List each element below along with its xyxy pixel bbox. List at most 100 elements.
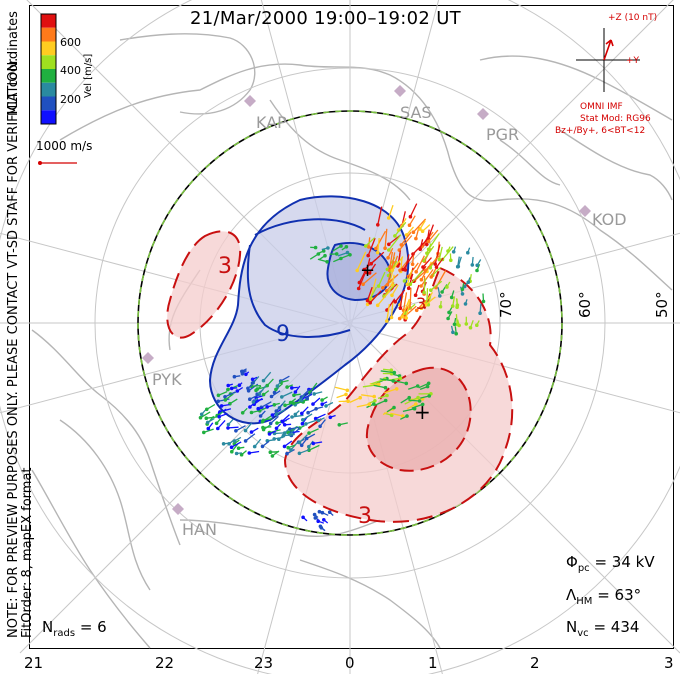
velocity-vector: [248, 383, 259, 392]
velocity-vector: [315, 406, 324, 410]
velocity-vector: [309, 382, 318, 393]
velocity-vector: [356, 403, 370, 408]
velocity-vector: [415, 255, 425, 273]
velocity-vector: [423, 278, 426, 293]
velocity-vector: [293, 393, 301, 396]
velocity-vector: [446, 281, 451, 288]
velocity-vector: [407, 403, 417, 410]
station-pyk: PYK: [152, 370, 182, 389]
velocity-vector: [391, 284, 399, 296]
velocity-vector: [336, 393, 347, 399]
velocity-vector: [300, 388, 310, 398]
imf-model: Stat Mod: RG96: [580, 114, 651, 124]
velocity-vector: [206, 416, 218, 419]
velocity-vector: [425, 296, 436, 306]
nrads-value: = 6: [79, 618, 107, 636]
vector-origin: [450, 304, 455, 308]
velocity-vector: [236, 386, 244, 392]
velocity-vector: [245, 433, 256, 442]
velocity-vector: [251, 384, 261, 387]
velocity-vector: [408, 273, 414, 289]
velocity-vector: [251, 410, 259, 414]
contour-label-dawn: 3: [416, 294, 427, 313]
velocity-vector: [231, 441, 242, 448]
velocity-vector: [369, 286, 377, 301]
velocity-vector: [318, 255, 326, 261]
velocity-vector: [410, 398, 423, 401]
preview-note: NOTE: FOR PREVIEW PURPOSES ONLY. PLEASE …: [6, 57, 21, 638]
vector-origin: [417, 399, 422, 403]
nvc-readout: Nvc = 434: [566, 618, 639, 639]
velocity-vector: [362, 272, 377, 285]
velocity-vector: [426, 288, 429, 304]
velocity-vector: [341, 246, 347, 251]
fit-note: FitOrder: 8, mapEX format: [20, 467, 35, 638]
velocity-vector: [280, 375, 290, 382]
velocity-vector: [401, 298, 411, 317]
velocity-vector: [269, 430, 277, 435]
velocity-vector: [258, 407, 264, 410]
velocity-vector: [441, 246, 454, 260]
velocity-vector: [341, 254, 351, 259]
velocity-vector: [231, 443, 239, 453]
velocity-vector: [379, 378, 394, 382]
velocity-vector: [358, 269, 367, 283]
vector-origin: [464, 322, 469, 326]
velocity-vector: [419, 220, 426, 230]
velocity-vector: [218, 412, 228, 418]
vector-origin: [346, 399, 350, 404]
velocity-vector: [261, 415, 272, 423]
velocity-vector: [439, 300, 442, 307]
vector-origin: [229, 386, 234, 391]
velocity-vector: [454, 326, 457, 334]
velocity-vector: [319, 419, 326, 427]
velocity-vector: [448, 306, 453, 313]
velocity-vector: [408, 215, 416, 226]
velocity-vector: [322, 512, 329, 516]
colorbar-tick-200: 200: [60, 93, 81, 106]
velocity-vector: [386, 303, 391, 322]
nvc-subscript: vc: [577, 628, 589, 639]
velocity-vector: [306, 391, 313, 399]
velocity-vector: [339, 422, 348, 426]
velocity-vector: [302, 516, 308, 522]
vector-origin: [451, 330, 455, 335]
lambda-hm-symbol: Λ: [566, 586, 577, 604]
velocity-vector: [394, 380, 407, 385]
velocity-vector: [430, 268, 437, 278]
velocity-vector: [314, 514, 319, 518]
vector-origin: [422, 290, 426, 295]
velocity-vector: [332, 245, 342, 252]
colorbar-segment: [41, 110, 56, 124]
velocity-vector: [206, 403, 216, 410]
velocity-vector: [358, 273, 366, 289]
velocity-vector: [235, 425, 246, 432]
velocity-vector: [242, 407, 248, 414]
velocity-vector: [479, 303, 482, 314]
colorbar-segment: [41, 41, 56, 56]
velocity-vector: [406, 269, 413, 285]
vector-origin: [367, 402, 372, 407]
velocity-vector: [252, 397, 259, 403]
velocity-vector: [367, 237, 376, 256]
phi-pc-symbol: Φ: [566, 553, 578, 571]
mlt-label-2: 2: [530, 654, 540, 672]
velocity-vector: [305, 419, 317, 425]
velocity-vector: [252, 376, 258, 380]
velocity-vector: [216, 411, 224, 417]
velocity-vector: [275, 383, 284, 390]
velocity-vector: [461, 282, 465, 290]
velocity-vector: [317, 258, 328, 263]
colorbar-label: Vel [m/s]: [83, 53, 94, 98]
velocity-vector: [404, 303, 416, 314]
velocity-vector: [252, 379, 256, 384]
velocity-vector: [315, 517, 319, 521]
velocity-vector: [391, 256, 404, 271]
velocity-vector: [405, 300, 411, 319]
contour-label-dusk: 3: [218, 254, 232, 279]
colorbar-tick-600: 600: [60, 36, 81, 49]
velocity-vector: [386, 407, 395, 413]
velocity-vector: [258, 385, 267, 395]
velocity-vector: [435, 257, 444, 268]
velocity-vector: [424, 255, 441, 271]
